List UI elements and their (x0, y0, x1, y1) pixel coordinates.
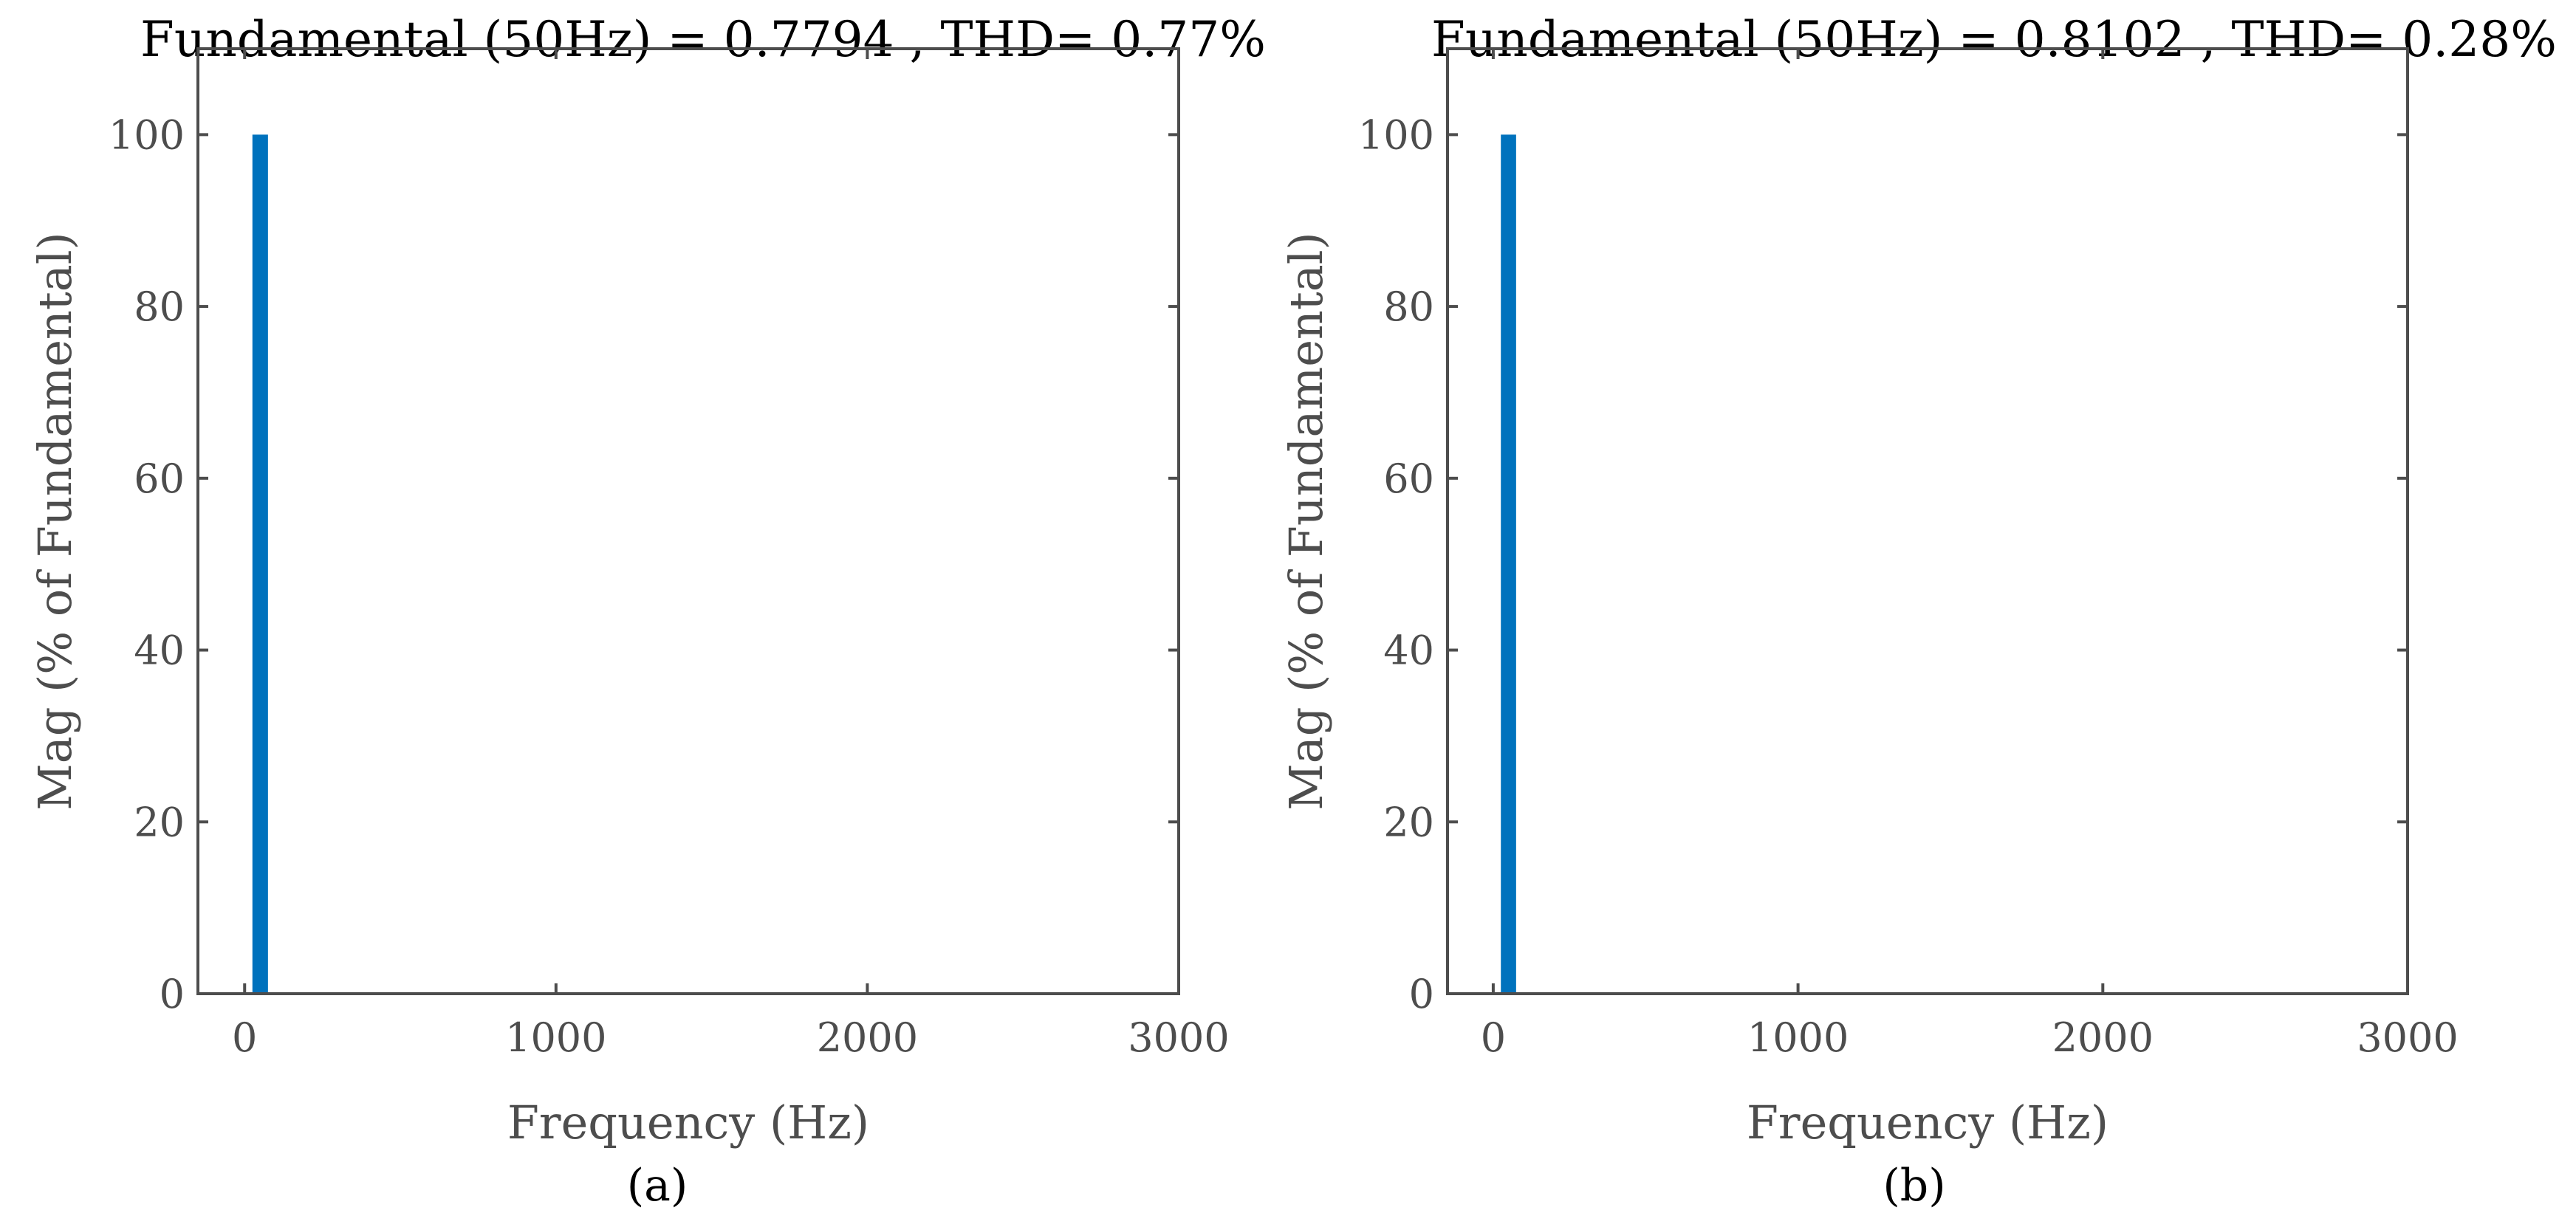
x-tick-label: 3000 (1128, 1014, 1229, 1061)
x-tick-label: 1000 (505, 1014, 606, 1061)
x-axis-label: Frequency (Hz) (1747, 1096, 2109, 1149)
x-tick-label: 1000 (1747, 1014, 1849, 1061)
y-axis-label: Mag (% of Fundamental) (28, 232, 82, 810)
x-tick-label: 3000 (2357, 1014, 2458, 1061)
y-tick-label: 60 (134, 456, 185, 502)
y-tick-label: 40 (1383, 628, 1434, 674)
plot-frame (1446, 47, 2409, 995)
chart-title: Fundamental (50Hz) = 0.8102 , THD= 0.28% (1431, 11, 2557, 68)
y-tick-label: 60 (1383, 456, 1434, 502)
chart-title: Fundamental (50Hz) = 0.7794 , THD= 0.77% (140, 11, 1266, 68)
panel-caption: (a) (627, 1160, 688, 1211)
y-tick-label: 100 (109, 111, 185, 158)
y-tick-label: 100 (1358, 111, 1434, 158)
y-tick-label: 40 (134, 628, 185, 674)
y-tick-label: 80 (1383, 283, 1434, 330)
panel-caption: (b) (1883, 1160, 1945, 1211)
y-axis-label: Mag (% of Fundamental) (1279, 232, 1333, 810)
x-tick-label: 2000 (817, 1014, 918, 1061)
bar-fundamental (1501, 134, 1516, 994)
y-tick-label: 80 (134, 283, 185, 330)
y-tick-label: 20 (134, 799, 185, 845)
x-tick-label: 0 (232, 1014, 257, 1061)
bar-fundamental (252, 134, 268, 994)
y-tick-label: 0 (1409, 971, 1434, 1017)
x-tick-label: 0 (1481, 1014, 1506, 1061)
y-tick-label: 0 (160, 971, 185, 1017)
y-tick-label: 20 (1383, 799, 1434, 845)
plot-frame (196, 47, 1180, 995)
x-axis-label: Frequency (Hz) (507, 1096, 869, 1149)
x-tick-label: 2000 (2052, 1014, 2154, 1061)
